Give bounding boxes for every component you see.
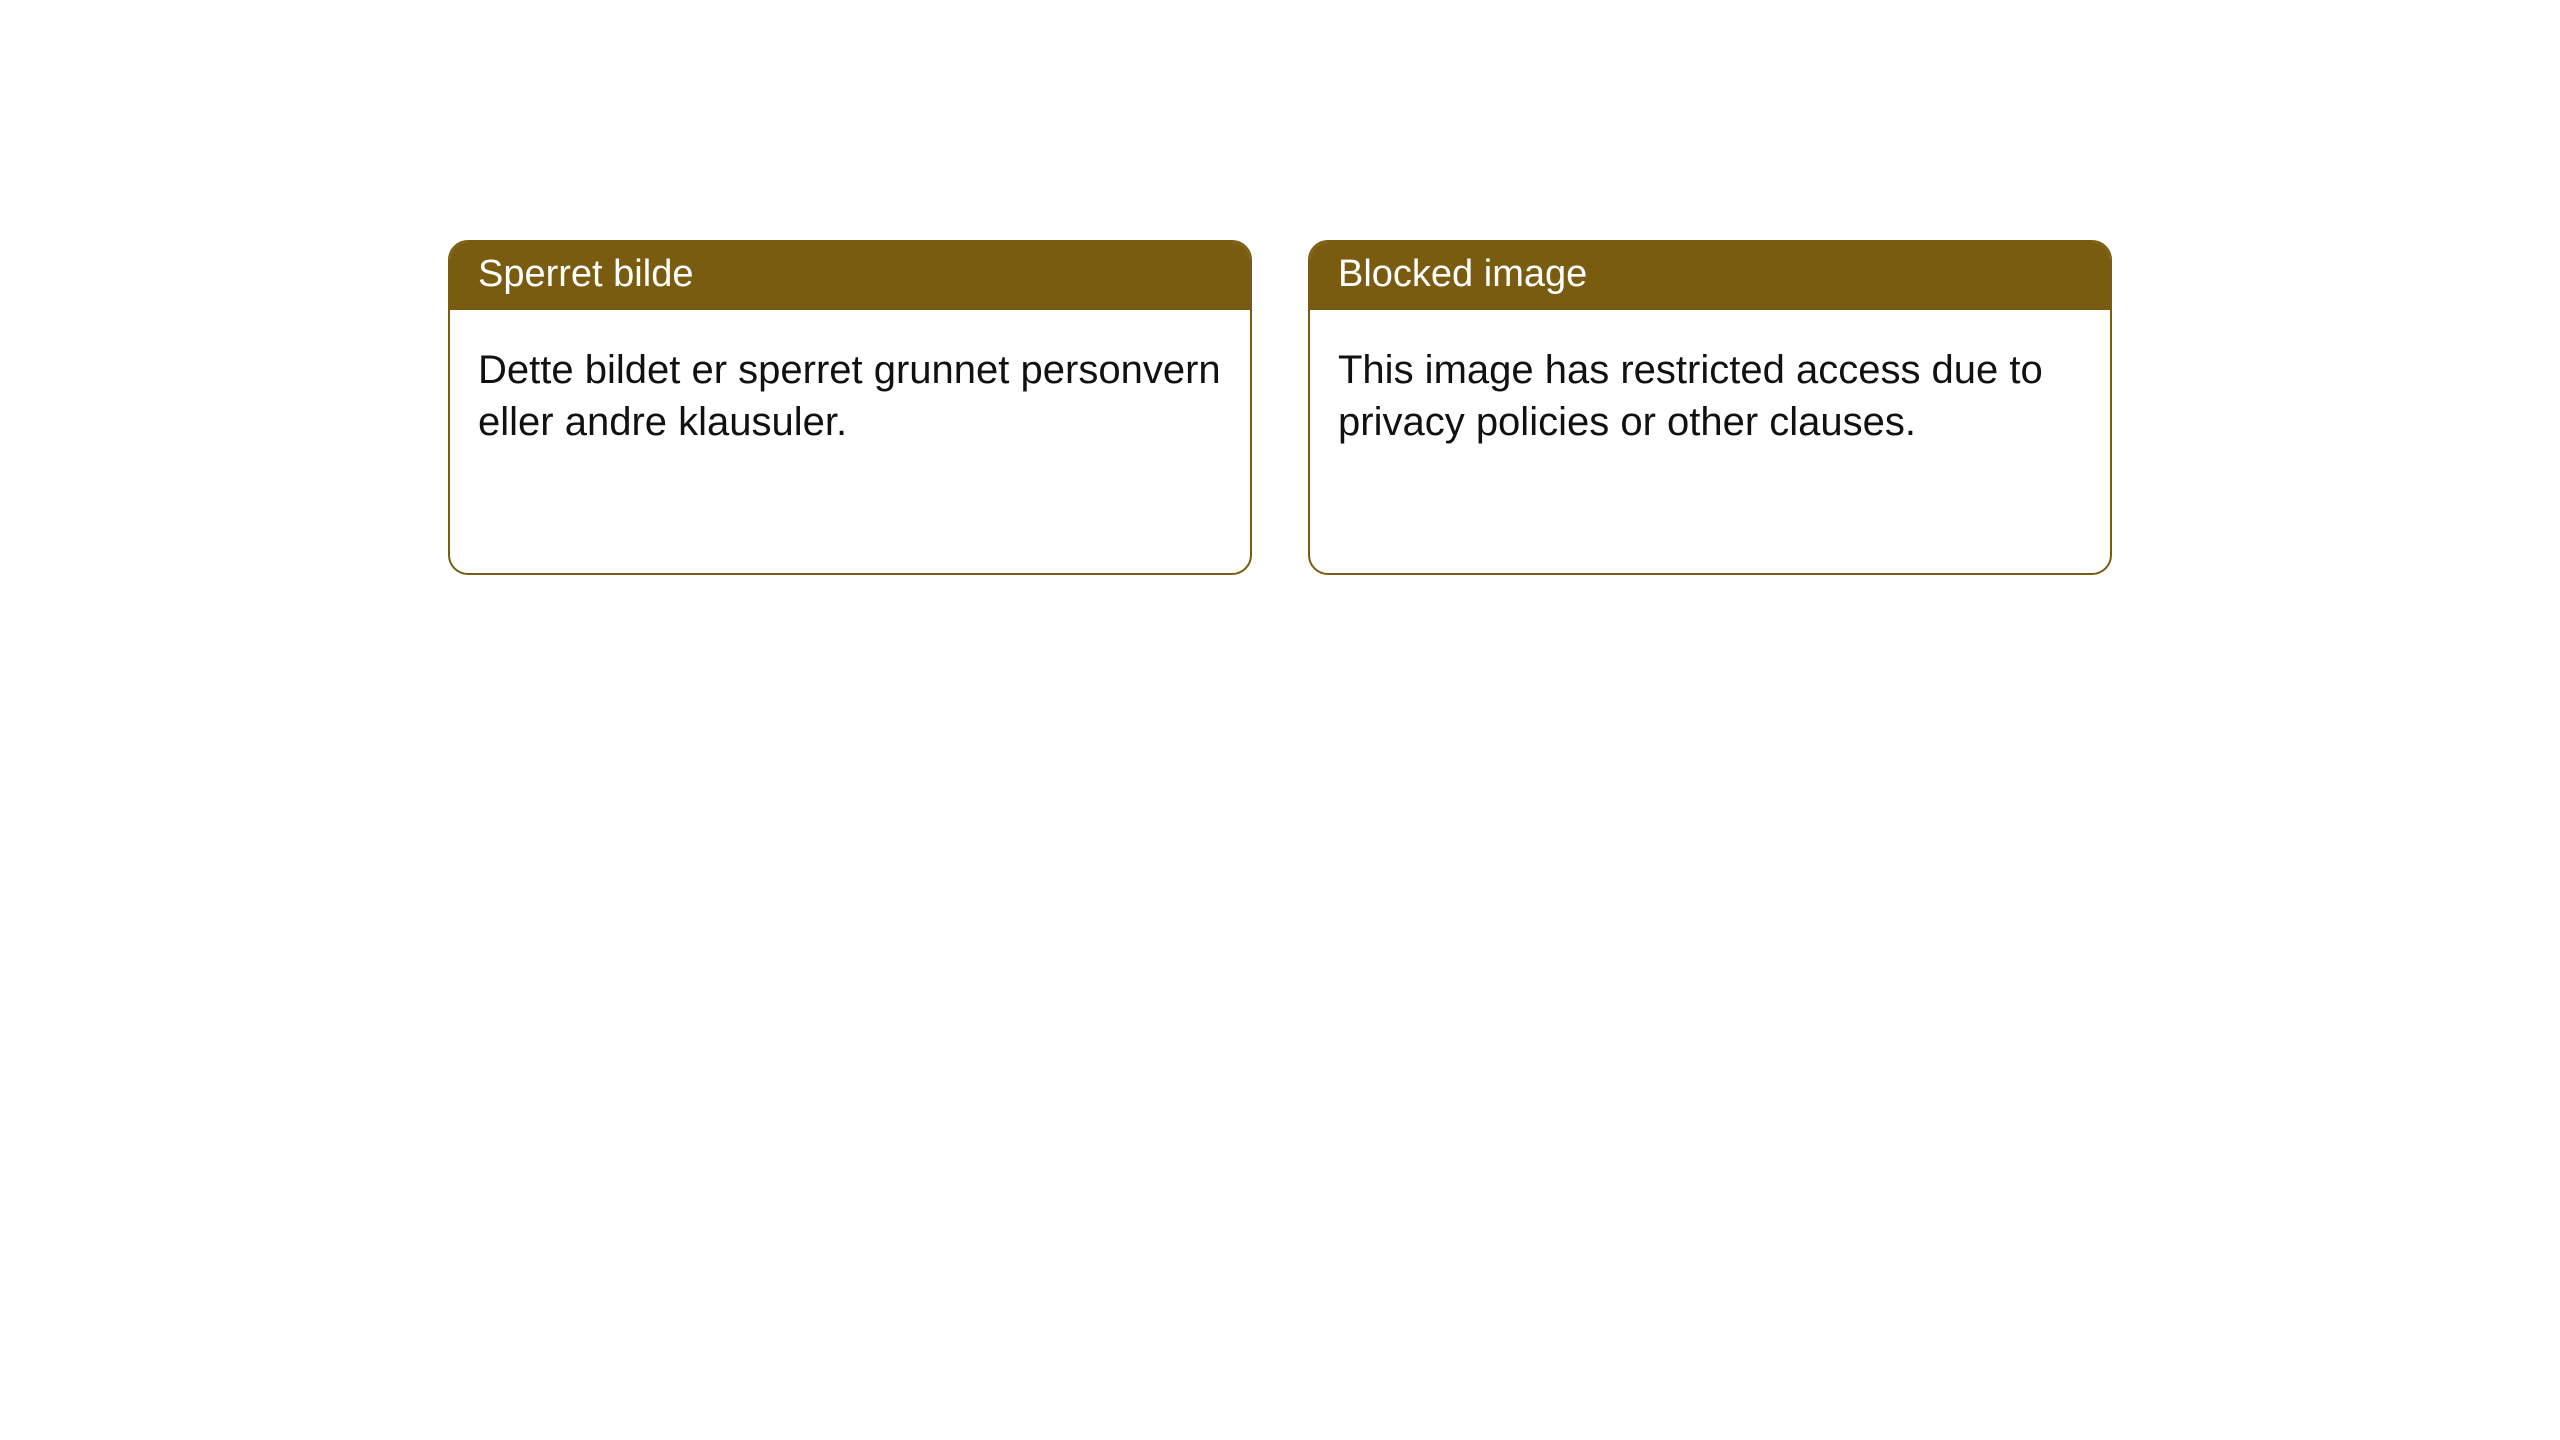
notice-body: Dette bildet er sperret grunnet personve…	[450, 310, 1250, 482]
notice-container: Sperret bilde Dette bildet er sperret gr…	[0, 0, 2560, 575]
notice-box-norwegian: Sperret bilde Dette bildet er sperret gr…	[448, 240, 1252, 575]
notice-body: This image has restricted access due to …	[1310, 310, 2110, 482]
notice-header: Blocked image	[1310, 242, 2110, 310]
notice-box-english: Blocked image This image has restricted …	[1308, 240, 2112, 575]
notice-header: Sperret bilde	[450, 242, 1250, 310]
